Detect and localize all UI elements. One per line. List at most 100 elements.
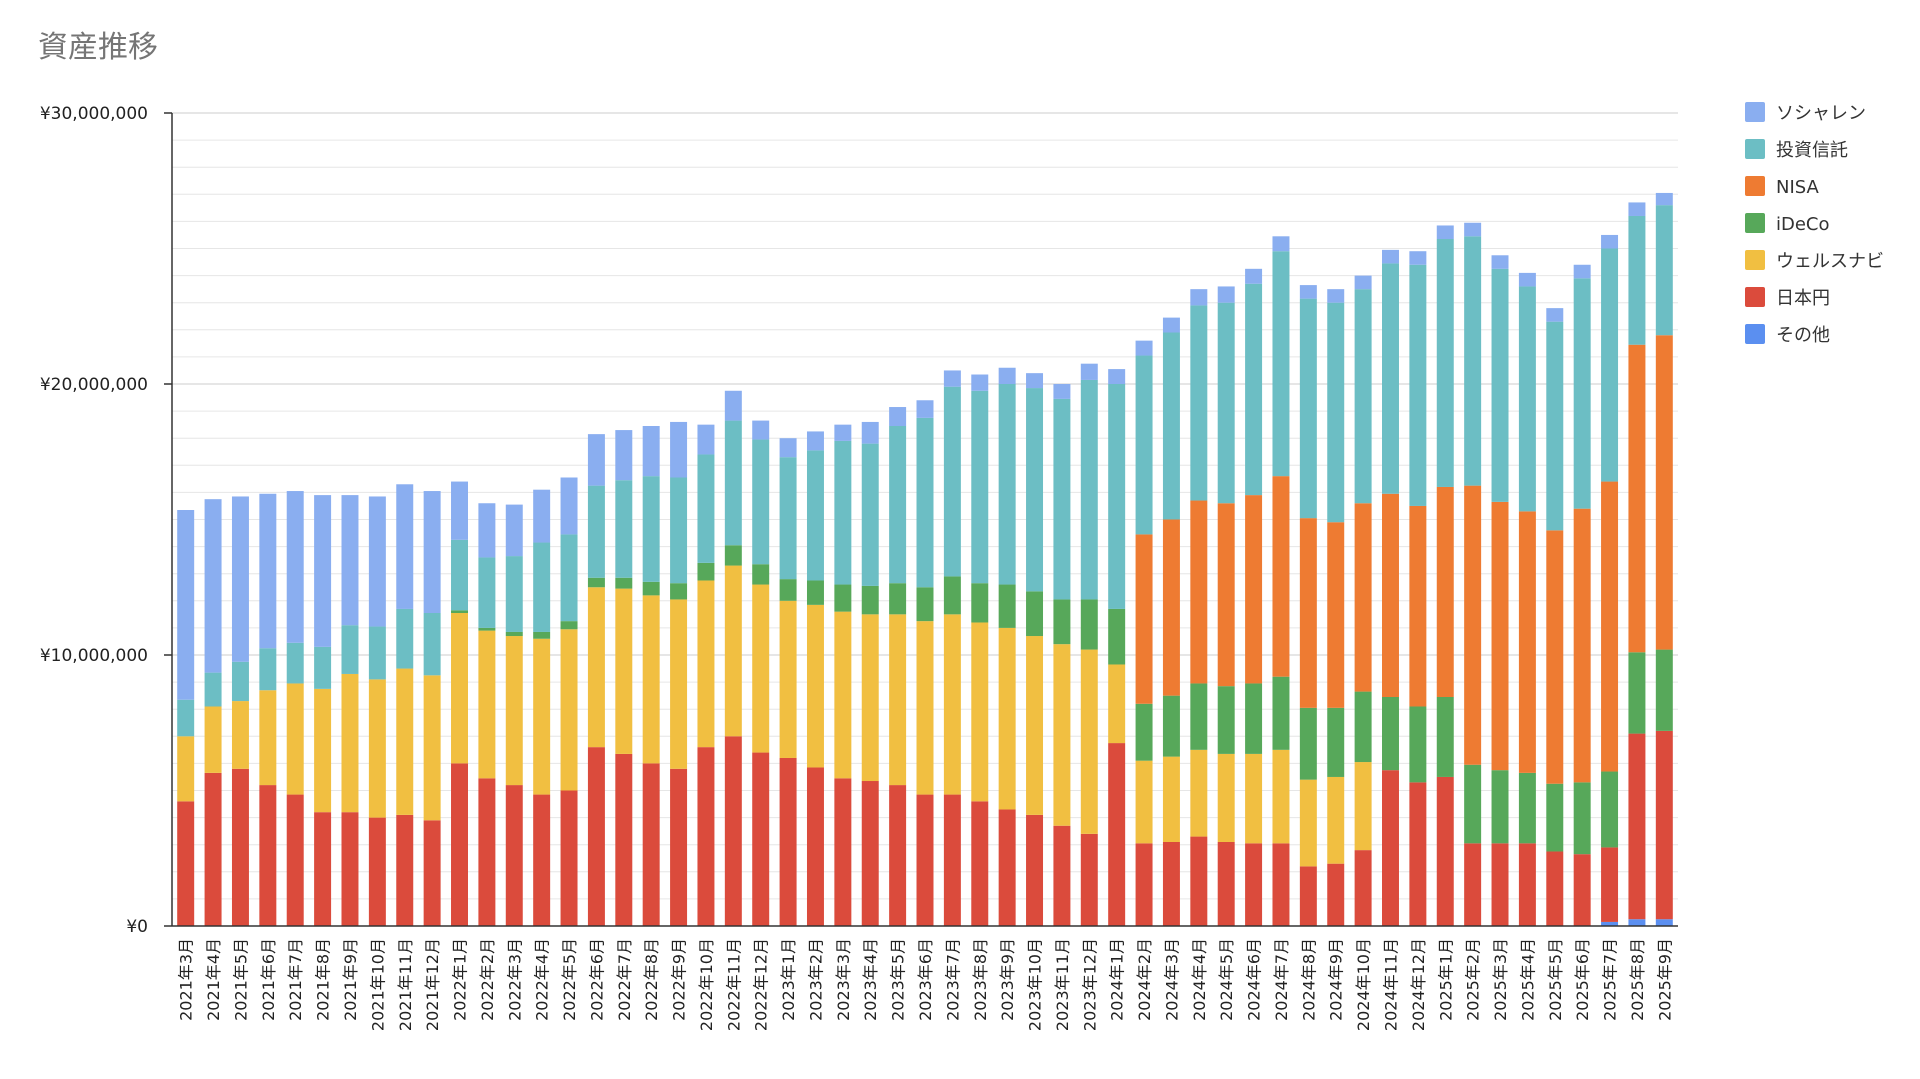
bar-segment [314,812,332,926]
bar-segment [615,430,633,481]
bar-segment [1491,268,1509,502]
bar-segment [861,443,879,586]
bar-segment [889,583,907,615]
bar-segment [971,801,989,926]
bar-segment [1217,503,1235,687]
bar-segment [368,679,386,818]
legend-item[interactable]: iDeCo [1745,213,1830,235]
x-tick-label: 2021年7月 [286,938,305,1021]
bar-segment [341,673,359,813]
x-tick-label: 2024年2月 [1135,938,1154,1021]
bar-segment [1026,814,1044,926]
legend-item[interactable]: その他 [1745,324,1830,346]
bar-segment [1436,225,1454,240]
bar-segment [1190,836,1208,926]
bar-segment [259,648,277,691]
bar-segment [1409,782,1427,926]
bar-segment [560,790,578,926]
x-tick-label: 2023年10月 [1026,938,1045,1031]
x-tick-label: 2025年3月 [1491,938,1510,1021]
bar-segment [642,476,660,582]
bar-segment [423,820,441,926]
bar-segment [396,668,414,815]
bar-segment [916,400,934,418]
bar-segment [396,814,414,926]
bar-segment [560,629,578,791]
bar-segment [779,457,797,580]
legend-label: 投資信託 [1776,140,1848,161]
bar-segment [1299,518,1317,708]
legend-swatch [1745,102,1765,122]
bar-segment [1245,495,1263,684]
bar-segment [834,611,852,779]
bar-segment [533,794,551,926]
bar-segment [971,622,989,802]
bar-segment [587,485,605,578]
bar-segment [177,736,195,802]
bar-segment [396,608,414,669]
bar-segment [1245,268,1263,284]
bar-segment [1573,278,1591,509]
bar-segment [1518,843,1536,926]
bar-segment [1053,398,1071,600]
bar-segment [560,477,578,535]
bar-segment [505,504,523,557]
legend-label: 日本円 [1776,288,1830,309]
bar-segment [1190,289,1208,306]
bar-segment [1518,772,1536,844]
y-tick-label: ¥10,000,000 [40,646,148,666]
x-tick-label: 2021年12月 [423,938,442,1031]
bar-segment [943,386,961,577]
legend-item[interactable]: 投資信託 [1745,139,1848,161]
bar-segment [1628,919,1646,926]
bar-segment [1272,749,1290,844]
bar-segment [286,642,304,684]
bars [177,192,1673,926]
bar-segment [451,539,468,611]
bar-segment [1354,762,1372,851]
bar-segment [587,577,605,588]
x-tick-label: 2024年4月 [1190,938,1209,1021]
bar-segment [1491,843,1509,926]
bar-segment [231,701,249,769]
x-tick-label: 2021年6月 [259,938,278,1021]
bar-segment [806,580,824,605]
legend-item[interactable]: 日本円 [1745,287,1830,309]
bar-segment [1108,369,1126,384]
bar-segment [998,384,1016,585]
bar-segment [779,438,797,458]
bar-segment [533,542,551,632]
bar-segment [1601,847,1619,922]
bar-segment [1053,599,1071,645]
x-tick-label: 2024年5月 [1217,938,1236,1021]
bar-segment [587,747,605,926]
bar-segment [1026,591,1044,637]
bar-segment [1327,776,1345,864]
bar-segment [1464,843,1482,926]
x-tick-labels: 2021年3月 2021年4月 2021年5月 2021年6月 2021年7月 2021年… [177,938,1675,1031]
bar-segment [1546,321,1564,531]
legend-item[interactable]: ウェルスナビ [1745,250,1884,272]
bar-segment [1135,703,1153,761]
bar-segment [1217,686,1235,754]
bar-segment [1546,851,1564,926]
legend-item[interactable]: NISA [1745,176,1820,198]
bar-segment [889,426,907,584]
bar-segment [204,772,222,926]
bar-segment [1135,340,1153,356]
bar-segment [368,817,386,926]
x-tick-label: 2022年11月 [724,938,743,1031]
bar-segment [861,781,879,926]
bar-segment [533,631,551,639]
bar-segment [916,587,934,622]
bar-segment [1162,332,1180,520]
bar-segment [314,646,332,689]
bar-segment [1628,202,1646,216]
x-tick-label: 2025年4月 [1518,938,1537,1021]
legend-item[interactable]: ソシャレン [1745,102,1866,124]
bar-segment [943,576,961,615]
bar-segment [1628,215,1646,345]
bar-segment [1217,753,1235,842]
y-tick-label: ¥0 [126,917,148,937]
